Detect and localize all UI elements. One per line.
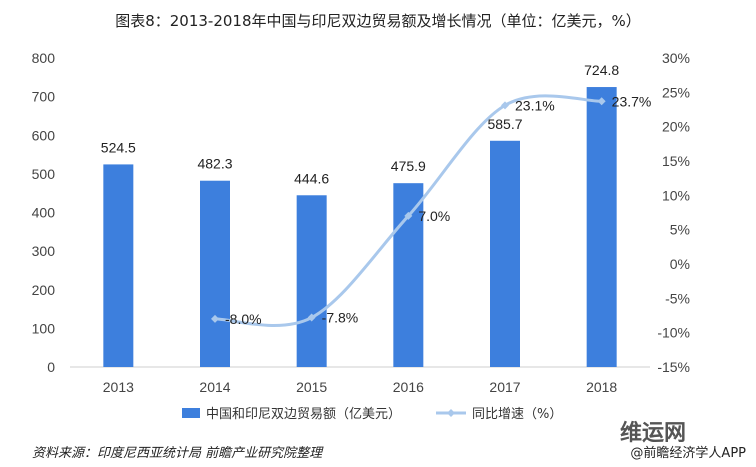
- line-point-marker: [501, 101, 509, 110]
- line-value-label: 23.1%: [515, 97, 555, 113]
- left-tick-label: 200: [32, 282, 56, 298]
- bar: [103, 164, 134, 367]
- line-value-label: 7.0%: [418, 208, 450, 224]
- left-tick-label: 0: [47, 359, 55, 375]
- bar-value-label: 724.8: [584, 62, 619, 78]
- chart-title: 图表8：2013-2018年中国与印尼双边贸易额及增长情况（单位：亿美元，%）: [115, 12, 641, 30]
- source-note: 资料来源：印度尼西亚统计局 前瞻产业研究院整理: [32, 446, 323, 461]
- bar: [200, 180, 230, 367]
- right-tick-label: -5%: [665, 290, 690, 306]
- bar-data-labels: 524.5 482.3 444.6 475.9 585.7 724.8: [101, 62, 620, 186]
- left-tick-label: 400: [32, 205, 56, 221]
- left-tick-label: 600: [32, 127, 56, 143]
- x-tick-label: 2017: [489, 379, 520, 395]
- line-point-marker: [404, 211, 413, 220]
- x-tick-label: 2018: [586, 379, 617, 395]
- right-tick-label: -10%: [657, 325, 690, 341]
- x-axis-ticks: 2013 2014 2015 2016 2017 2018: [103, 379, 618, 395]
- bar: [296, 195, 327, 367]
- line-value-label: -8.0%: [225, 311, 262, 327]
- bar-value-label: 475.9: [391, 158, 426, 174]
- right-tick-label: 20%: [662, 119, 690, 135]
- line-point-marker: [597, 97, 606, 106]
- bar-value-label: 524.5: [101, 139, 136, 155]
- legend-bar-label: 中国和印尼双边贸易额（亿美元）: [206, 407, 401, 422]
- bar: [586, 87, 617, 368]
- bar-value-label: 444.6: [294, 170, 329, 186]
- line-data-labels: -8.0% -7.8% 7.0% 23.1% 23.7%: [225, 93, 651, 327]
- bar-series: [103, 87, 617, 368]
- legend: 中国和印尼双边贸易额（亿美元） 同比增速（%）: [182, 407, 562, 422]
- bar-value-label: 585.7: [487, 116, 522, 132]
- x-tick-label: 2013: [103, 379, 134, 395]
- right-tick-label: 5%: [670, 222, 690, 238]
- line-point-marker: [307, 313, 316, 322]
- right-tick-label: 15%: [662, 153, 690, 169]
- brand-credit: @前瞻经济学人APP: [630, 446, 746, 461]
- right-tick-label: -15%: [657, 359, 690, 375]
- left-tick-label: 100: [32, 320, 56, 336]
- legend-line-label: 同比增速（%）: [472, 407, 562, 422]
- right-tick-label: 0%: [670, 256, 690, 272]
- line-value-label: -7.8%: [322, 310, 359, 326]
- right-axis-ticks: -15% -10% -5% 0% 5% 10% 15% 20% 25% 30%: [657, 50, 690, 375]
- left-axis-ticks: 0 100 200 300 400 500 600 700 800: [32, 50, 56, 375]
- line-point-marker: [211, 314, 219, 323]
- right-tick-label: 10%: [662, 187, 690, 203]
- left-tick-label: 700: [32, 89, 56, 105]
- x-tick-label: 2015: [296, 379, 327, 395]
- left-tick-label: 500: [32, 166, 56, 182]
- left-tick-label: 300: [32, 243, 56, 259]
- right-tick-label: 25%: [662, 84, 690, 100]
- left-tick-label: 800: [32, 50, 56, 66]
- x-tick-label: 2016: [393, 379, 424, 395]
- bar-value-label: 482.3: [197, 156, 232, 172]
- legend-line-marker: [447, 409, 455, 417]
- bar: [490, 140, 520, 367]
- line-value-label: 23.7%: [612, 93, 652, 109]
- watermark-text: 维运网: [620, 421, 687, 446]
- line-series: [211, 94, 606, 327]
- x-tick-label: 2014: [199, 379, 230, 395]
- right-tick-label: 30%: [662, 50, 690, 66]
- legend-bar-swatch: [182, 408, 200, 418]
